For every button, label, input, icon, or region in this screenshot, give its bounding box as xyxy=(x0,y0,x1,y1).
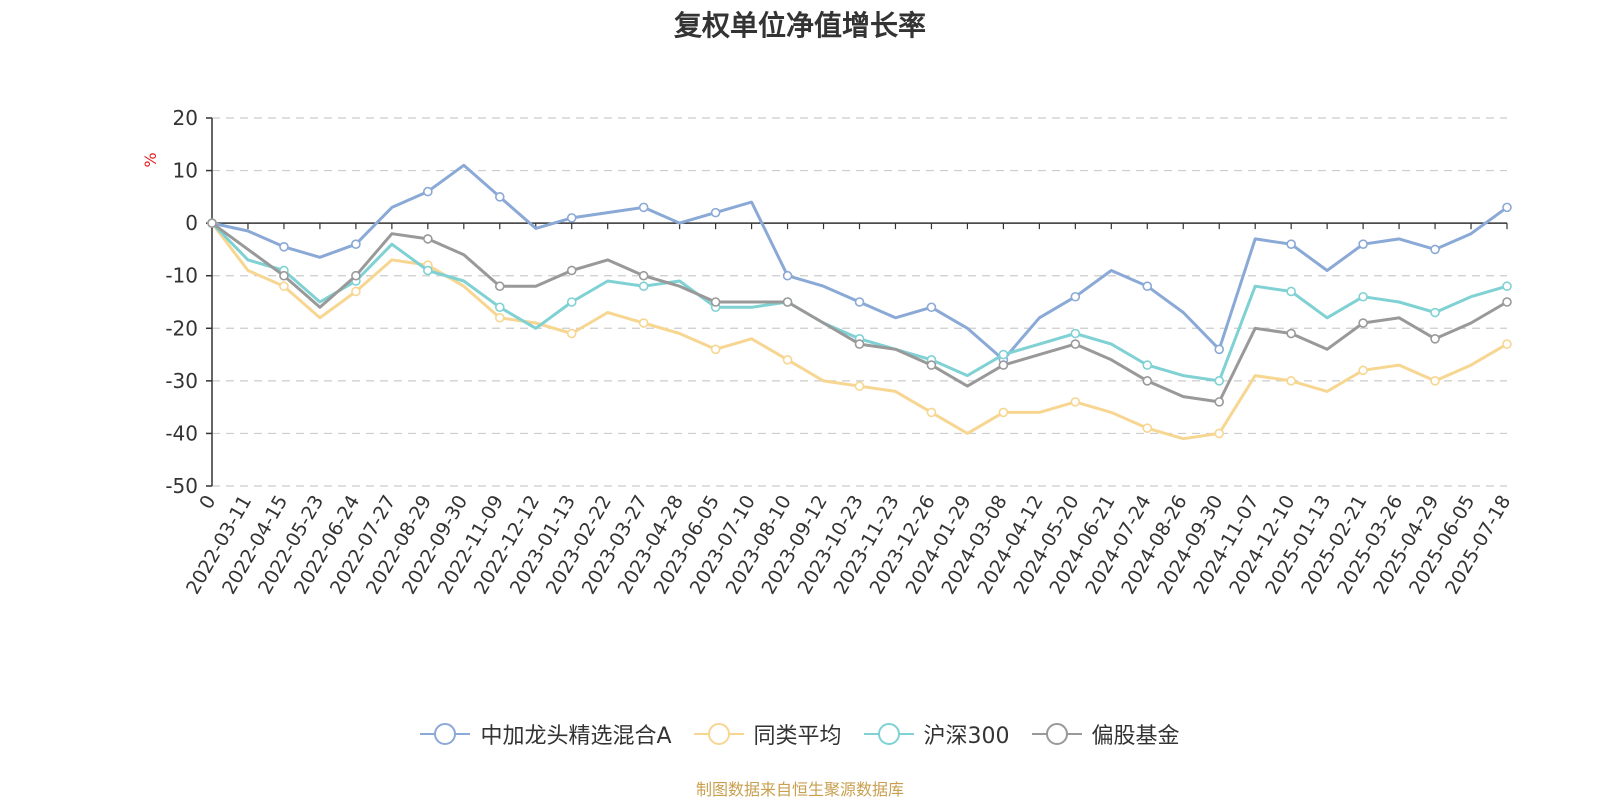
legend-label: 中加龙头精选混合A xyxy=(480,724,672,749)
series-point xyxy=(1430,333,1440,344)
series-point xyxy=(710,207,721,218)
series-point xyxy=(1502,281,1512,292)
series-point xyxy=(1430,244,1440,255)
source-note: 制图数据来自恒生聚源数据库 xyxy=(695,780,904,799)
series-point xyxy=(1502,297,1512,307)
legend-item[interactable]: 中加龙头精选混合A xyxy=(420,718,672,750)
series-point xyxy=(1286,376,1296,386)
y-tick-label: -10 xyxy=(165,264,198,288)
series-point xyxy=(566,265,577,276)
legend-circle xyxy=(434,723,457,745)
series-point xyxy=(1214,397,1225,407)
series-point xyxy=(279,281,289,292)
series-point xyxy=(566,328,577,339)
series-point xyxy=(1286,239,1296,249)
y-axis-label: % xyxy=(141,152,160,167)
series-point xyxy=(1142,360,1153,370)
series-point xyxy=(494,192,505,202)
series-point xyxy=(1358,239,1368,249)
series-point xyxy=(279,270,289,281)
y-tick-label: 0 xyxy=(185,211,198,235)
series-point xyxy=(1286,328,1296,339)
series-point xyxy=(423,186,433,197)
series-point xyxy=(782,297,793,307)
series-point xyxy=(1070,339,1081,349)
series-point xyxy=(926,302,937,313)
series-point xyxy=(351,239,361,249)
series-point xyxy=(1142,423,1153,433)
series-point xyxy=(207,218,217,228)
series-point xyxy=(926,360,937,370)
series-layer xyxy=(207,163,1512,441)
series-point xyxy=(566,297,577,307)
legend-line-circle-icon xyxy=(1031,723,1082,745)
y-tick-label: -30 xyxy=(165,369,198,393)
legend-item[interactable]: 偏股基金 xyxy=(1031,718,1180,750)
series-point xyxy=(1430,307,1440,318)
y-tick-label: -40 xyxy=(165,421,198,445)
series-point xyxy=(1502,202,1512,213)
series-point xyxy=(494,281,505,292)
series-point xyxy=(1358,291,1368,302)
series-point xyxy=(1214,344,1225,355)
series-point xyxy=(1070,328,1081,339)
x-tick-label: 0 xyxy=(195,492,220,513)
series-point xyxy=(854,381,865,391)
legend-item[interactable]: 同类平均 xyxy=(693,718,842,750)
series-point xyxy=(1358,318,1368,328)
series-point xyxy=(854,339,865,349)
legend: 中加龙头精选混合A 同类平均 沪深300 偏股基金 xyxy=(0,718,1600,750)
series-point xyxy=(1286,286,1296,297)
series-point xyxy=(1430,376,1440,386)
series-point xyxy=(1502,339,1512,349)
series-point xyxy=(638,318,649,328)
series-point xyxy=(1070,397,1081,407)
series-point xyxy=(998,349,1009,360)
series-point xyxy=(638,281,649,292)
series-point xyxy=(423,265,433,276)
series-point xyxy=(279,242,289,252)
series-line-3 xyxy=(211,221,1508,404)
legend-circle xyxy=(877,723,900,745)
series-point xyxy=(638,202,649,213)
series-point xyxy=(566,213,577,223)
legend-line-circle-icon xyxy=(863,723,914,745)
axis-layer: 20100-10-20-30-40-5002022-03-112022-04-1… xyxy=(165,106,1515,598)
y-tick-label: 20 xyxy=(173,106,198,130)
series-point xyxy=(710,297,721,307)
series-point xyxy=(1070,291,1081,302)
y-tick-label: -50 xyxy=(165,474,198,498)
series-point xyxy=(782,355,793,365)
series-point xyxy=(638,270,649,281)
legend-line-circle-icon xyxy=(693,723,744,745)
legend-label: 沪深300 xyxy=(923,724,1010,749)
series-point xyxy=(854,297,865,307)
series-point xyxy=(351,270,361,281)
series-point xyxy=(1358,365,1368,376)
chart-title: 复权单位净值增长率 xyxy=(673,9,926,42)
legend-circle xyxy=(1045,723,1068,745)
legend-label: 偏股基金 xyxy=(1091,724,1180,749)
series-point xyxy=(1142,376,1153,386)
legend-item[interactable]: 沪深300 xyxy=(863,718,1010,750)
series-point xyxy=(423,234,433,244)
grid-layer xyxy=(212,117,1507,487)
series-point xyxy=(494,302,505,313)
series-point xyxy=(1214,428,1225,439)
y-tick-label: -20 xyxy=(165,316,198,340)
legend-label: 同类平均 xyxy=(753,724,842,749)
series-point xyxy=(1214,376,1225,386)
series-point xyxy=(998,407,1009,418)
legend-line-circle-icon xyxy=(420,723,471,745)
series-point xyxy=(1142,281,1153,292)
series-point xyxy=(782,270,793,281)
series-point xyxy=(494,312,505,323)
series-point xyxy=(710,344,721,355)
series-point xyxy=(926,407,937,418)
series-point xyxy=(998,360,1009,370)
series-point xyxy=(351,286,361,297)
legend-circle xyxy=(707,723,730,745)
y-tick-label: 10 xyxy=(173,159,198,183)
